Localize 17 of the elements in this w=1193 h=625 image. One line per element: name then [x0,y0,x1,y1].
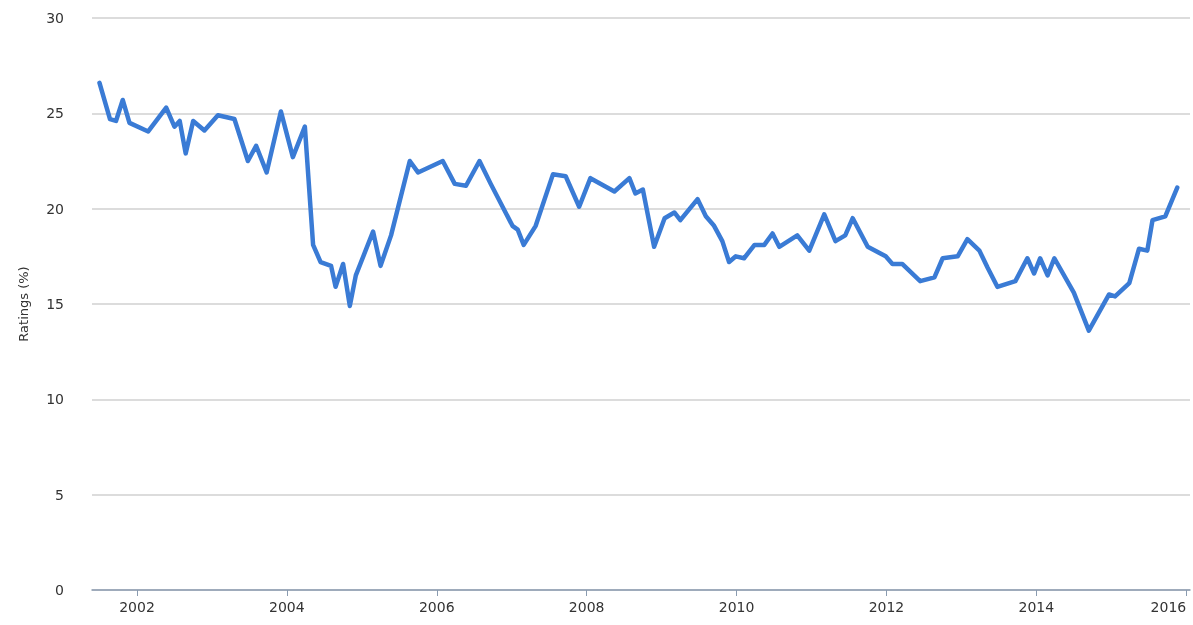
x-tick-label: 2012 [868,599,905,615]
y-tick-label: 5 [55,486,64,503]
line-series [97,80,1180,333]
x-tick-label: 2008 [568,599,605,615]
y-tick-label: 0 [55,582,64,598]
y-axis-title: Ratings (%) [16,266,31,342]
y-tick-label: 20 [46,200,64,217]
y-tick-label: 25 [46,105,64,122]
x-tick-label: 2016 [1150,599,1187,615]
x-tick-label: 2004 [269,599,305,615]
y-tick-label: 15 [46,296,64,312]
y-tick-label: 10 [46,391,64,408]
x-tick-label: 2002 [119,599,155,615]
x-tick-label: 2014 [1018,599,1055,615]
x-tick-label: 2010 [718,599,755,615]
x-tick-label: 2006 [418,599,455,615]
y-tick-label: 30 [46,10,64,26]
